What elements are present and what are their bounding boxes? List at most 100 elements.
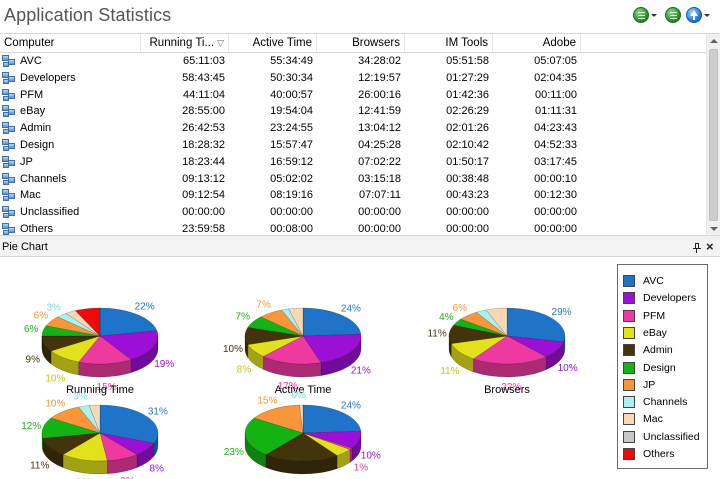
computer-cell: eBay: [2, 103, 45, 120]
adobe-cell: 00:12:30: [534, 189, 577, 202]
pie-slice-label: 10%: [223, 344, 243, 355]
pie-chart: 24% 21% 17% 8% 10% 7% 7% Active Time: [223, 300, 371, 396]
running-cell: 09:13:12: [182, 172, 225, 185]
pie-slice: [50, 335, 101, 363]
computer-group-icon: [2, 88, 18, 102]
pie-slice: [265, 432, 338, 462]
column-header-browsers[interactable]: Browsers: [317, 34, 405, 53]
active-cell: 16:59:12: [270, 155, 313, 168]
scroll-down-icon[interactable]: [710, 227, 718, 231]
im-cell: 00:38:48: [446, 172, 489, 185]
pie-slice: [472, 335, 547, 365]
legend-label: AVC: [643, 275, 664, 287]
adobe-cell: 04:23:43: [534, 122, 577, 135]
pie-slice-label: 12%: [21, 421, 41, 432]
adobe-cell: 02:04:35: [534, 71, 577, 84]
running-cell: 28:55:00: [182, 105, 225, 118]
computer-name: JP: [20, 155, 33, 168]
table-row[interactable]: Unclassified 00:00:00 00:00:00 00:00:00 00:0…: [0, 204, 706, 221]
chevron-down-icon: [651, 13, 657, 17]
column-header-running-time[interactable]: Running Ti... ▽: [141, 34, 229, 53]
active-cell: 40:00:57: [270, 88, 313, 101]
panel-splitter[interactable]: [0, 235, 720, 239]
pie-slice: [78, 405, 101, 434]
legend-label: Mac: [643, 413, 663, 426]
close-icon[interactable]: ×: [706, 239, 714, 254]
pie-slice-side: [349, 447, 353, 463]
pie-slice-label: 10%: [45, 399, 65, 410]
pie-slice-label: 24%: [341, 400, 361, 411]
table-row[interactable]: Developers 58:43:45 50:30:34 12:19:57 01:27:…: [0, 70, 706, 87]
pie-slice-label: 22%: [501, 382, 521, 393]
pie-slice-label: 8%: [149, 463, 164, 474]
columns-menu-button[interactable]: [633, 6, 657, 24]
export-menu-button[interactable]: [686, 6, 710, 24]
legend-label: JP: [643, 378, 656, 391]
column-header-computer[interactable]: Computer: [0, 34, 141, 53]
pie-slice: [302, 404, 362, 434]
legend-swatch: [623, 275, 635, 287]
adobe-cell: 00:00:10: [534, 172, 577, 185]
table-row[interactable]: Design 18:28:32 15:57:47 04:25:28 02:10:42 04…: [0, 137, 706, 154]
pie-slice-label: 1%: [354, 462, 369, 473]
browsers-cell: 12:19:57: [358, 71, 401, 84]
pie-slice: [288, 307, 304, 337]
running-cell: 44:11:04: [182, 88, 225, 101]
running-cell: 23:59:58: [182, 223, 225, 235]
pie-slice-label: 31%: [148, 407, 168, 418]
table-row[interactable]: Admin 26:42:53 23:24:55 13:04:12 02:01:26 04:…: [0, 120, 706, 137]
im-cell: 02:26:29: [446, 105, 489, 118]
pie-slice-label: 23%: [224, 447, 244, 458]
table-row[interactable]: Mac 09:12:54 08:19:16 07:07:11 00:43:23 00:12…: [0, 187, 706, 204]
export-up-icon: [686, 7, 702, 23]
computer-name: AVC: [20, 55, 42, 67]
computer-cell: JP: [2, 154, 33, 171]
pie-slice-label: 22%: [135, 302, 155, 313]
pie-slice: [448, 324, 508, 344]
browsers-cell: 07:02:22: [358, 155, 401, 168]
computer-cell: Channels: [2, 171, 66, 188]
im-cell: 00:00:00: [446, 223, 489, 235]
running-cell: 26:42:53: [182, 122, 225, 135]
im-cell: 02:01:26: [446, 122, 489, 135]
list-icon: [665, 7, 681, 23]
table-row[interactable]: Channels 09:13:12 05:02:02 03:15:18 00:38:48…: [0, 171, 706, 188]
pie-slice: [302, 432, 351, 456]
table-row[interactable]: AVC 65:11:03 55:34:49 34:28:02 05:51:58 05:07…: [0, 53, 706, 70]
pie-slice: [506, 335, 565, 357]
computer-cell: PFM: [2, 87, 43, 104]
table-row[interactable]: Others 23:59:58 00:08:00 00:00:00 00:00:00 00…: [0, 221, 706, 236]
adobe-cell: 01:11:31: [534, 105, 577, 118]
table-body: AVC 65:11:03 55:34:49 34:28:02 05:51:58 05:07…: [0, 53, 706, 236]
pie-slice: [99, 432, 138, 462]
pie-charts: 22%19%15%10%9%6%6%3%Running Time24%21%17…: [21, 300, 578, 479]
pie-slice: [65, 310, 101, 337]
column-header-adobe[interactable]: Adobe: [493, 34, 581, 53]
scroll-up-icon[interactable]: [710, 39, 718, 43]
pie-slice-label: 11%: [440, 366, 459, 377]
table-row[interactable]: eBay 28:55:00 19:54:04 12:41:59 02:26:29 01:1…: [0, 103, 706, 120]
computer-group-icon: [2, 189, 18, 202]
legend-item: JP: [623, 378, 655, 392]
computer-group-icon: [2, 206, 18, 219]
pie-slice: [302, 307, 362, 337]
pin-icon[interactable]: [693, 243, 701, 253]
table-row[interactable]: PFM 44:11:04 40:00:57 26:00:16 01:42:36 00:11…: [0, 87, 706, 104]
table-row[interactable]: JP 18:23:44 16:59:12 07:02:22 01:50:17 03:17:…: [0, 154, 706, 171]
pie-slice-label: 7%: [236, 312, 251, 323]
vertical-scrollbar[interactable]: [706, 34, 720, 236]
computer-group-icon: [2, 172, 18, 186]
legend-swatch: [623, 413, 635, 426]
pie-slice: [475, 309, 508, 337]
legend-item: AVC: [623, 274, 664, 288]
pie-slice-side: [50, 350, 79, 376]
legend-label: Admin: [643, 344, 673, 357]
column-header-active-time[interactable]: Active Time: [229, 34, 317, 53]
browsers-cell: 03:15:18: [358, 172, 401, 185]
scrollbar-thumb[interactable]: [709, 49, 718, 221]
column-header-im-tools[interactable]: IM Tools: [405, 34, 493, 53]
legend-swatch: [623, 396, 635, 409]
list-view-button[interactable]: [665, 6, 681, 24]
active-cell: 50:30:34: [270, 71, 313, 84]
